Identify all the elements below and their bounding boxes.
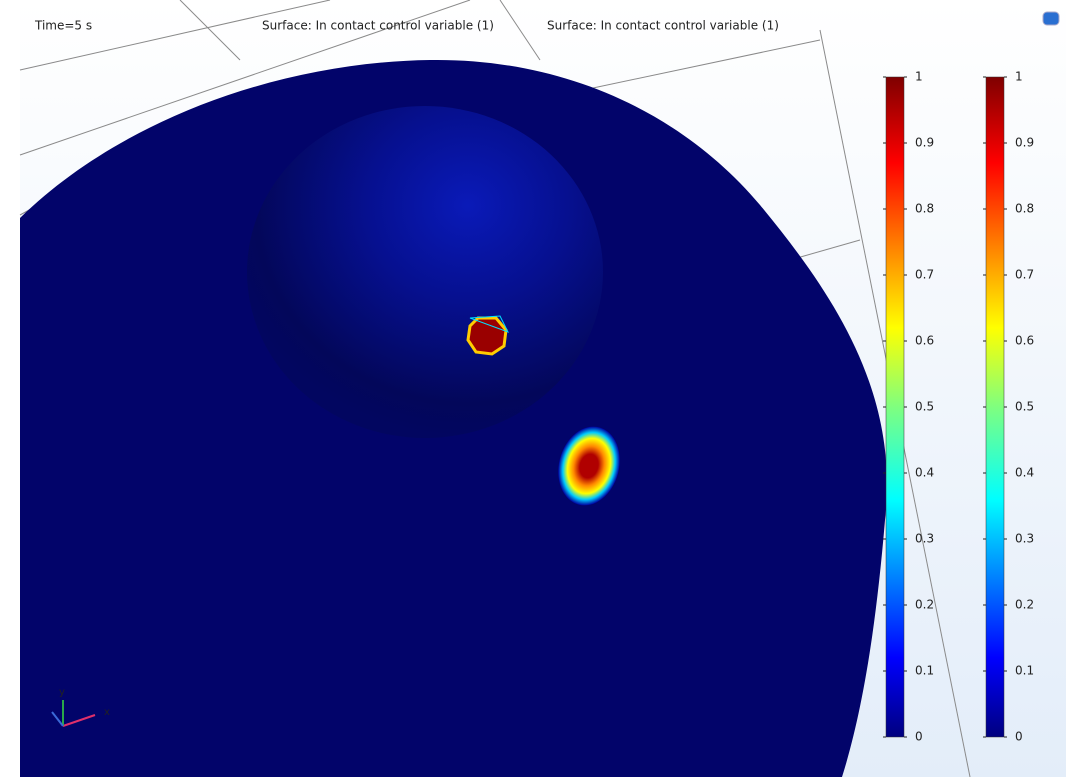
tick-label: 0.9 — [915, 136, 934, 150]
tick-label: 1 — [1015, 70, 1023, 84]
tick-label: 0.5 — [1015, 400, 1034, 414]
axis-label: y — [59, 687, 65, 698]
tick-label: 0.7 — [915, 268, 934, 282]
tick-label: 0.4 — [915, 466, 934, 480]
tick-label: 1 — [915, 70, 923, 84]
time-label: Time=5 s — [34, 19, 92, 33]
tick-label: 0 — [915, 730, 923, 744]
page: 0 0.1 0.2 0.3 0.4 0.5 0.6 0.7 0.8 0.9 1 0 0.1 0.2 0.3 0… — [0, 0, 1066, 777]
tick-label: 0.8 — [915, 202, 934, 216]
colorbar — [886, 77, 904, 737]
tick-label: 0.8 — [1015, 202, 1034, 216]
toolbar-icon[interactable] — [1043, 12, 1059, 25]
tick-label: 0.4 — [1015, 466, 1034, 480]
tick-label: 0 — [1015, 730, 1023, 744]
tick-label: 0.6 — [1015, 334, 1034, 348]
tick-label: 0.6 — [915, 334, 934, 348]
axis-label: x — [104, 707, 110, 718]
tick-label: 0.2 — [1015, 598, 1034, 612]
plot-window: 0 0.1 0.2 0.3 0.4 0.5 0.6 0.7 0.8 0.9 1 0 0.1 0.2 0.3 0… — [0, 0, 1066, 777]
tick-label: 0.1 — [915, 664, 934, 678]
tick-label: 0.5 — [915, 400, 934, 414]
tick-label: 0.2 — [915, 598, 934, 612]
tick-label: 0.3 — [1015, 532, 1034, 546]
plot-title: Surface: In contact control variable (1) — [262, 19, 494, 33]
sphere — [247, 106, 603, 438]
colorbar — [986, 77, 1004, 737]
contact-spot — [468, 318, 506, 354]
tick-label: 0.1 — [1015, 664, 1034, 678]
tick-label: 0.7 — [1015, 268, 1034, 282]
tick-label: 0.9 — [1015, 136, 1034, 150]
tick-label: 0.3 — [915, 532, 934, 546]
plot-title: Surface: In contact control variable (1) — [547, 19, 779, 33]
